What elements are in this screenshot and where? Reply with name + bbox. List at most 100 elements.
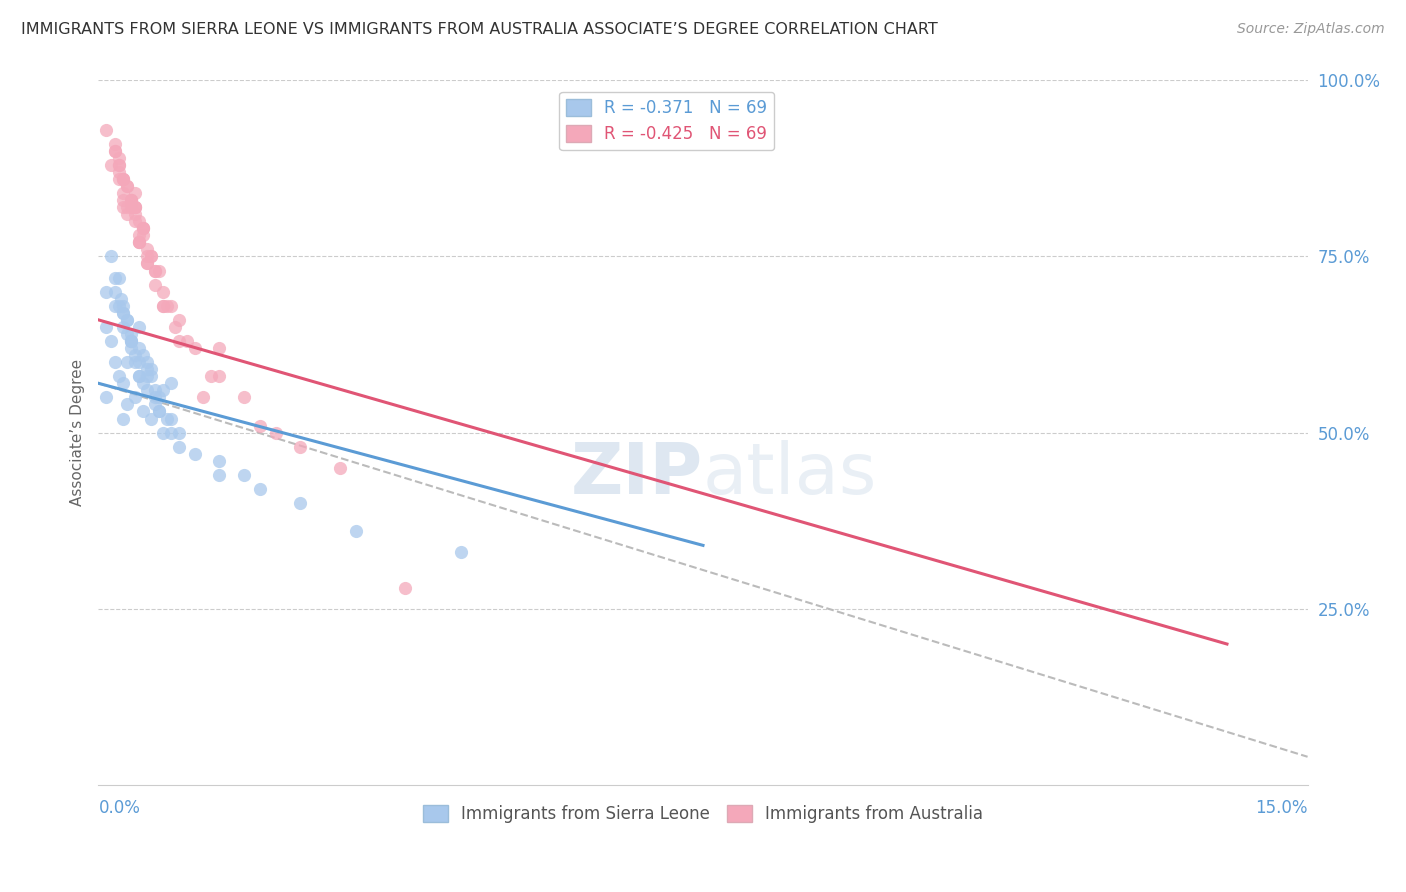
Point — [111, 186, 134, 200]
Point — [143, 263, 166, 277]
Point — [208, 454, 231, 468]
Point — [111, 376, 134, 391]
Point — [120, 193, 142, 207]
Point — [160, 376, 183, 391]
Point — [100, 334, 122, 348]
Point — [148, 404, 170, 418]
Point — [111, 172, 134, 186]
Point — [115, 397, 138, 411]
Point — [132, 376, 155, 391]
Point — [120, 193, 142, 207]
Point — [107, 151, 129, 165]
Point — [115, 178, 138, 194]
Point — [103, 144, 125, 158]
Point — [152, 384, 174, 398]
Point — [139, 411, 162, 425]
Point — [143, 397, 166, 411]
Point — [107, 165, 129, 179]
Point — [193, 391, 215, 405]
Point — [124, 355, 146, 369]
Point — [111, 411, 134, 425]
Point — [111, 172, 134, 186]
Point — [128, 369, 150, 384]
Point — [152, 285, 174, 299]
Point — [156, 299, 179, 313]
Point — [167, 313, 190, 327]
Point — [135, 243, 157, 257]
Point — [128, 319, 150, 334]
Point — [139, 249, 162, 264]
Point — [103, 285, 125, 299]
Point — [124, 200, 146, 214]
Point — [124, 200, 146, 214]
Point — [184, 341, 207, 355]
Point — [111, 306, 134, 320]
Point — [132, 221, 155, 235]
Point — [111, 299, 134, 313]
Point — [232, 391, 254, 405]
Point — [394, 581, 416, 595]
Point — [124, 391, 146, 405]
Point — [111, 319, 134, 334]
Point — [208, 369, 231, 384]
Point — [120, 334, 142, 348]
Point — [107, 172, 129, 186]
Point — [107, 158, 129, 172]
Point — [103, 270, 125, 285]
Point — [120, 200, 142, 214]
Point — [167, 425, 190, 440]
Point — [208, 467, 231, 482]
Point — [184, 447, 207, 461]
Point — [128, 355, 150, 369]
Point — [132, 221, 155, 235]
Point — [152, 299, 174, 313]
Point — [160, 299, 183, 313]
Point — [115, 313, 138, 327]
Point — [115, 355, 138, 369]
Text: 0.0%: 0.0% — [98, 799, 141, 817]
Point — [120, 341, 142, 355]
Text: Source: ZipAtlas.com: Source: ZipAtlas.com — [1237, 22, 1385, 37]
Point — [160, 425, 183, 440]
Point — [103, 136, 125, 151]
Point — [156, 411, 179, 425]
Point — [132, 228, 155, 243]
Point — [135, 256, 157, 270]
Point — [96, 285, 118, 299]
Point — [100, 249, 122, 264]
Point — [128, 341, 150, 355]
Point — [107, 158, 129, 172]
Point — [110, 292, 132, 306]
Point — [135, 369, 157, 384]
Point — [135, 355, 157, 369]
Point — [148, 391, 170, 405]
Point — [96, 122, 118, 136]
Point — [288, 496, 311, 510]
Point — [115, 200, 138, 214]
Point — [103, 299, 125, 313]
Point — [143, 391, 166, 405]
Point — [120, 193, 142, 207]
Point — [128, 235, 150, 250]
Point — [128, 235, 150, 250]
Point — [107, 369, 129, 384]
Text: 15.0%: 15.0% — [1256, 799, 1308, 817]
Point — [143, 277, 166, 292]
Point — [111, 172, 134, 186]
Point — [135, 249, 157, 264]
Point — [128, 214, 150, 228]
Point — [124, 207, 146, 221]
Y-axis label: Associate’s Degree: Associate’s Degree — [69, 359, 84, 506]
Point — [124, 186, 146, 200]
Point — [450, 545, 472, 559]
Point — [115, 207, 138, 221]
Point — [152, 299, 174, 313]
Point — [135, 384, 157, 398]
Point — [111, 193, 134, 207]
Text: IMMIGRANTS FROM SIERRA LEONE VS IMMIGRANTS FROM AUSTRALIA ASSOCIATE’S DEGREE COR: IMMIGRANTS FROM SIERRA LEONE VS IMMIGRAN… — [21, 22, 938, 37]
Point — [135, 256, 157, 270]
Point — [132, 221, 155, 235]
Point — [160, 411, 183, 425]
Point — [128, 228, 150, 243]
Point — [115, 313, 138, 327]
